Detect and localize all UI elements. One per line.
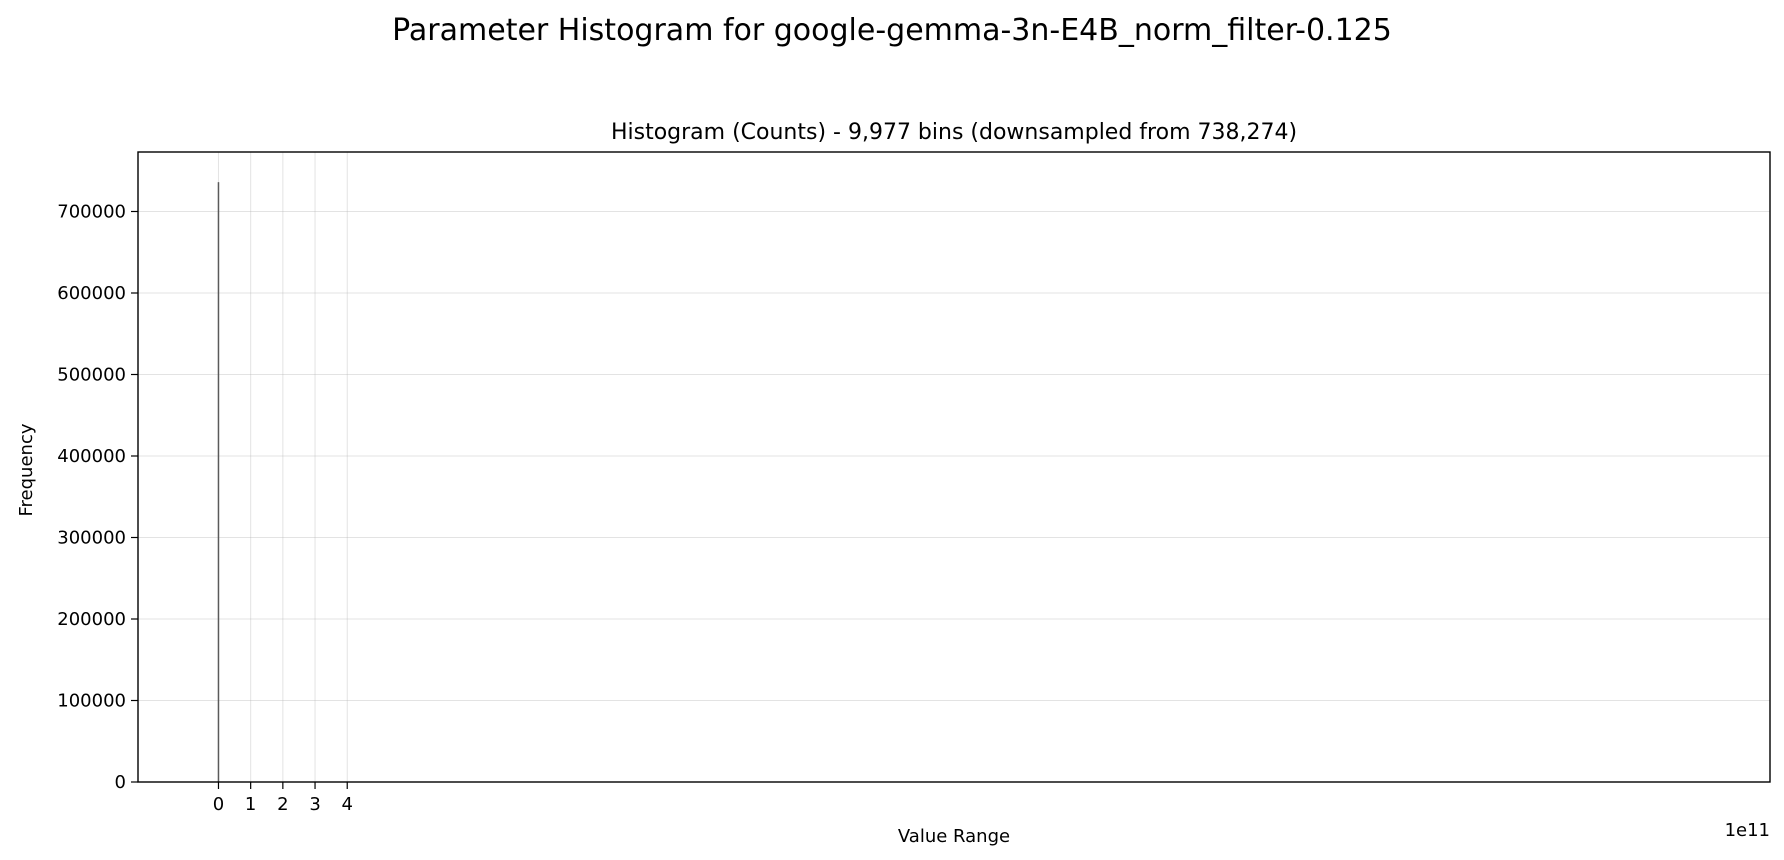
x-tick-label: 2 — [277, 794, 288, 815]
y-tick-label: 600000 — [57, 283, 126, 304]
y-axis-label: Frequency — [16, 423, 37, 516]
y-tick-label: 500000 — [57, 364, 126, 385]
y-axis-ticks: 0 100000 200000 300000 400000 500000 600000 700… — [57, 201, 138, 793]
y-tick-label: 400000 — [57, 446, 126, 467]
chart-title: Histogram (Counts) - 9,977 bins (downsam… — [611, 120, 1297, 145]
plot-area-frame — [137, 151, 1771, 783]
y-tick-label: 100000 — [57, 690, 126, 711]
x-axis-label: Value Range — [898, 826, 1010, 847]
x-tick-label: 1 — [245, 794, 256, 815]
y-tick-label: 300000 — [57, 527, 126, 548]
x-tick-label: 4 — [342, 794, 353, 815]
x-tick-label: 0 — [213, 794, 224, 815]
histogram-bar — [217, 182, 220, 782]
y-tick-label: 0 — [115, 772, 126, 793]
chart-suptitle: Parameter Histogram for google-gemma-3n-… — [392, 13, 1392, 48]
x-axis-offset-label: 1e11 — [1725, 820, 1770, 841]
y-tick-label: 200000 — [57, 609, 126, 630]
x-tick-label: 3 — [309, 794, 320, 815]
y-tick-label: 700000 — [57, 201, 126, 222]
bars — [217, 182, 220, 782]
gridlines — [138, 152, 1770, 783]
